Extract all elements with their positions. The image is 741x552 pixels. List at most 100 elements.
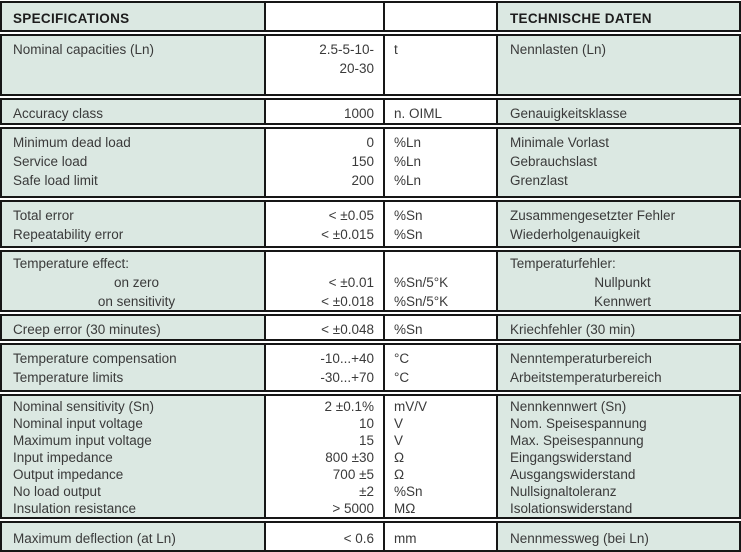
spec-en-cell: Nominal sensitivity (Sn) Nominal input v…: [2, 396, 266, 517]
value-cell: < ±0.05 < ±0.015: [266, 202, 385, 246]
spec-en-line: on sensitivity: [97, 294, 176, 309]
value-line: < ±0.018: [321, 294, 374, 309]
row-electrical: Nominal sensitivity (Sn) Nominal input v…: [0, 394, 741, 519]
spec-en-cell: Nominal capacities (Ln): [2, 36, 266, 94]
value-line: -30...+70: [320, 370, 374, 385]
header-unit-cell: [385, 3, 498, 30]
spec-en-cell: Maximum deflection (at Ln): [2, 523, 266, 550]
unit-cell: %Sn %Sn: [385, 202, 498, 246]
row-maximum-deflection: Maximum deflection (at Ln) < 0.6 mm Nenn…: [0, 521, 741, 552]
header-specifications-label: SPECIFICATIONS: [13, 11, 130, 26]
spec-en-line: Nominal sensitivity (Sn): [13, 399, 155, 414]
spec-en-cell: Temperature compensation Temperature lim…: [2, 345, 266, 390]
row-creep-error: Creep error (30 minutes) < ±0.048 %Sn Kr…: [0, 314, 741, 341]
value-line: 0: [366, 135, 374, 150]
value-line: 150: [351, 154, 374, 169]
spec-en-cell: Temperature effect: on zero on sensitivi…: [2, 252, 266, 310]
unit-line: [394, 254, 493, 273]
spec-de-line: Grenzlast: [510, 173, 568, 188]
row-accuracy-class: Accuracy class 1000 n. OIML Genauigkeits…: [0, 98, 741, 125]
spec-de-line: Nullpunkt: [594, 275, 651, 290]
spec-de-line: Nennkennwert (Sn): [510, 399, 627, 414]
value-line: < ±0.01: [328, 275, 374, 290]
spec-de-line: Ausgangswiderstand: [510, 467, 636, 482]
value-line: < 0.6: [343, 531, 374, 546]
spec-en-cell: Accuracy class: [2, 100, 266, 123]
spec-de-cell: Kriechfehler (30 min): [498, 316, 739, 339]
spec-de-line: Zusammengesetzter Fehler: [510, 208, 676, 223]
header-technische-daten-label: TECHNISCHE DATEN: [510, 11, 652, 26]
spec-en-line: Minimum dead load: [13, 135, 131, 150]
value-line: 20-30: [339, 61, 374, 76]
unit-line: %Ln: [394, 173, 422, 188]
spec-en-line: Maximum input voltage: [13, 433, 152, 448]
spec-de-line: Temperaturfehler:: [510, 256, 616, 271]
spec-de-line: Wiederholgenauigkeit: [510, 227, 640, 242]
unit-line: %Sn: [394, 227, 423, 242]
spec-en-line: Insulation resistance: [13, 501, 137, 516]
spec-de-cell: Genauigkeitsklasse: [498, 100, 739, 123]
unit-cell: mV/V V V Ω Ω %Sn MΩ: [385, 396, 498, 517]
value-line: 1000: [343, 106, 374, 121]
value-line: 15: [358, 433, 374, 448]
spec-en-line: on zero: [113, 275, 160, 290]
spec-en-line: Service load: [13, 154, 88, 169]
unit-cell: °C °C: [385, 345, 498, 390]
value-cell: < ±0.01 < ±0.018: [266, 252, 385, 310]
spec-de-line: Kriechfehler (30 min): [510, 322, 636, 337]
spec-de-line: Arbeitstemperaturbereich: [510, 370, 662, 385]
value-line: 700 ±5: [332, 467, 374, 482]
unit-line: °C: [394, 351, 410, 366]
value-line: 10: [358, 416, 374, 431]
spec-de-cell: Nenntemperaturbereich Arbeitstemperaturb…: [498, 345, 739, 390]
row-load-limits: Minimum dead load Service load Safe load…: [0, 127, 741, 198]
spec-de-line: Nennmessweg (bei Ln): [510, 531, 649, 546]
row-temperature-effect: Temperature effect: on zero on sensitivi…: [0, 250, 741, 312]
unit-cell: %Sn: [385, 316, 498, 339]
spec-de-cell: Nennmessweg (bei Ln): [498, 523, 739, 550]
spec-en-line: Input impedance: [13, 450, 113, 465]
value-line: ±2: [359, 484, 374, 499]
spec-en-line: Repeatability error: [13, 227, 124, 242]
table-header-row: SPECIFICATIONS TECHNISCHE DATEN: [0, 1, 741, 32]
value-cell: 0 150 200: [266, 129, 385, 196]
spec-de-line: Minimale Vorlast: [510, 135, 610, 150]
spec-en-line: Temperature compensation: [13, 351, 177, 366]
spec-en-line: Temperature effect:: [13, 256, 130, 271]
spec-de-line: Nullsignaltoleranz: [510, 484, 617, 499]
unit-line: V: [394, 416, 404, 431]
spec-de-line: Nennlasten (Ln): [510, 42, 607, 57]
spec-de-line: Gebrauchslast: [510, 154, 598, 169]
unit-cell: mm: [385, 523, 498, 550]
row-errors: Total error Repeatability error < ±0.05 …: [0, 200, 741, 248]
value-line: [270, 254, 374, 273]
spec-en-line: Maximum deflection (at Ln): [13, 531, 176, 546]
spec-en-line: Nominal capacities (Ln): [13, 42, 155, 57]
row-nominal-capacities: Nominal capacities (Ln) 2.5-5-10- 20-30 …: [0, 34, 741, 96]
value-line: < ±0.048: [321, 322, 374, 337]
unit-line: %Sn/5°K: [394, 294, 449, 309]
value-cell: 2 ±0.1% 10 15 800 ±30 700 ±5 ±2 > 5000: [266, 396, 385, 517]
spec-en-line: Creep error (30 minutes): [13, 322, 161, 337]
unit-line: MΩ: [394, 501, 416, 516]
unit-line: mm: [394, 531, 417, 546]
value-cell: -10...+40 -30...+70: [266, 345, 385, 390]
value-cell: 1000: [266, 100, 385, 123]
value-line: 2 ±0.1%: [324, 399, 374, 414]
spec-de-line: Eingangswiderstand: [510, 450, 632, 465]
value-line: 2.5-5-10-: [319, 42, 374, 57]
value-cell: < 0.6: [266, 523, 385, 550]
spec-en-line: Temperature limits: [13, 370, 124, 385]
unit-line: %Ln: [394, 154, 422, 169]
spec-en-line: Nominal input voltage: [13, 416, 143, 431]
spec-de-line: Max. Speisespannung: [510, 433, 644, 448]
spec-de-cell: Nennlasten (Ln): [498, 36, 739, 94]
spec-en-cell: Creep error (30 minutes): [2, 316, 266, 339]
header-specifications-cell: SPECIFICATIONS: [2, 3, 266, 30]
spec-de-line: Isolationswiderstand: [510, 501, 633, 516]
spec-en-cell: Minimum dead load Service load Safe load…: [2, 129, 266, 196]
spec-de-line: Nenntemperaturbereich: [510, 351, 652, 366]
value-line: < ±0.015: [321, 227, 374, 242]
unit-line: °C: [394, 370, 410, 385]
